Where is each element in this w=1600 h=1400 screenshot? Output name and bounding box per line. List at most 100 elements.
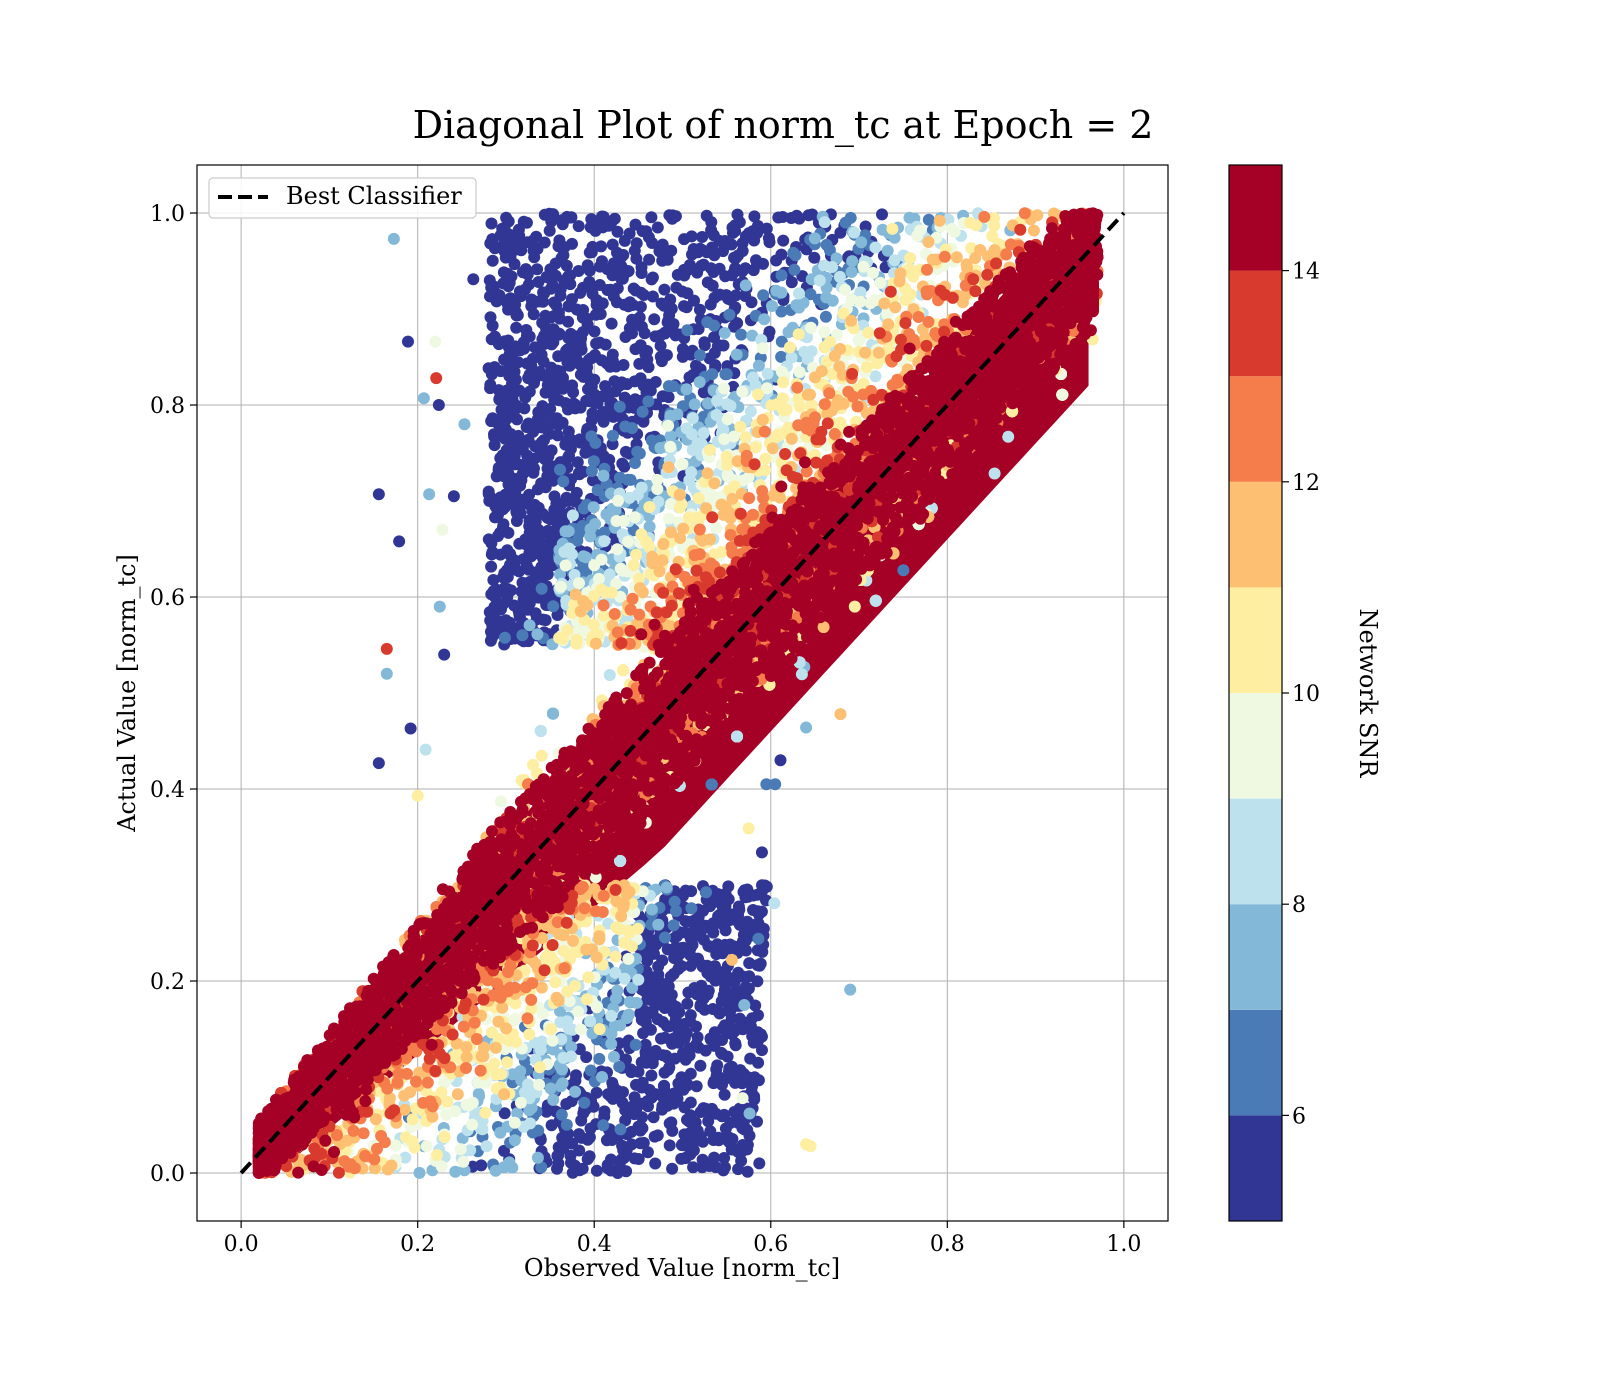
- scatter-point: [646, 557, 659, 570]
- scatter-point: [502, 467, 515, 480]
- scatter-point: [646, 1089, 659, 1102]
- scatter-point: [593, 1052, 606, 1065]
- scatter-point: [739, 431, 752, 444]
- scatter-point: [582, 971, 595, 984]
- scatter-point: [663, 309, 676, 322]
- scatter-point: [658, 283, 671, 296]
- scatter-point: [559, 397, 572, 410]
- scatter-point: [590, 337, 603, 350]
- scatter-point: [911, 229, 924, 242]
- scatter-point: [540, 526, 553, 539]
- scatter-point: [438, 1131, 451, 1144]
- scatter-point: [511, 413, 523, 426]
- scatter-point: [574, 1023, 587, 1036]
- scatter-point: [813, 274, 826, 287]
- scatter-point: [590, 1164, 603, 1177]
- scatter-point: [722, 1131, 735, 1144]
- scatter-point: [587, 455, 600, 468]
- scatter-point: [904, 252, 917, 265]
- scatter-point: [581, 259, 594, 272]
- scatter-point: [504, 1034, 517, 1047]
- scatter-point: [594, 308, 607, 320]
- scatter-point: [454, 1143, 467, 1156]
- scatter-point: [670, 1006, 683, 1019]
- scatter-point: [826, 294, 839, 307]
- scatter-point: [413, 1166, 426, 1179]
- scatter-point: [697, 427, 710, 439]
- scatter-point: [736, 245, 749, 257]
- scatter-point: [693, 437, 706, 450]
- scatter-point: [664, 293, 677, 306]
- scatter-point: [571, 337, 583, 350]
- scatter-point: [649, 1157, 662, 1170]
- scatter-point: [540, 330, 553, 343]
- scatter-point: [948, 225, 961, 238]
- scatter-point: [599, 380, 612, 393]
- scatter-point: [718, 327, 731, 339]
- scatter-point: [846, 255, 859, 268]
- scatter-point: [818, 341, 831, 354]
- scatter-point: [510, 243, 523, 256]
- scatter-point: [718, 235, 731, 247]
- scatter-point: [631, 488, 644, 501]
- scatter-point: [420, 1140, 433, 1153]
- scatter-point: [510, 306, 523, 319]
- scatter-point: [617, 664, 630, 677]
- scatter-point: [677, 941, 690, 954]
- scatter-point: [795, 668, 808, 681]
- scatter-point: [706, 368, 719, 381]
- scatter-point: [495, 1068, 508, 1081]
- scatter-point: [510, 399, 523, 412]
- scatter-point: [731, 208, 744, 221]
- scatter-point: [749, 441, 762, 454]
- scatter-point: [681, 1078, 694, 1091]
- scatter-point: [818, 216, 831, 229]
- scatter-point: [852, 334, 865, 347]
- scatter-point: [622, 1105, 634, 1118]
- scatter-point: [486, 254, 499, 267]
- scatter-point: [694, 1059, 707, 1072]
- scatter-point: [748, 1090, 761, 1103]
- scatter-point: [582, 371, 594, 383]
- scatter-point: [482, 533, 495, 546]
- scatter-point: [514, 1096, 527, 1109]
- scatter-point: [578, 1096, 591, 1109]
- scatter-point: [933, 214, 946, 227]
- scatter-point: [508, 1134, 521, 1147]
- scatter-point: [657, 538, 670, 550]
- scatter-point: [549, 976, 562, 989]
- scatter-point: [406, 1113, 419, 1126]
- scatter-point: [872, 346, 885, 359]
- scatter-point: [569, 1085, 582, 1098]
- scatter-point: [519, 1086, 531, 1099]
- scatter-point: [688, 398, 701, 411]
- scatter-point: [577, 550, 590, 563]
- scatter-point: [606, 438, 619, 451]
- scatter-point: [876, 208, 888, 221]
- scatter-point: [704, 1032, 717, 1045]
- scatter-point: [525, 293, 538, 306]
- scatter-point: [736, 385, 749, 398]
- scatter-point: [662, 512, 675, 525]
- scatter-point: [666, 1162, 679, 1175]
- scatter-point: [489, 1164, 502, 1177]
- scatter-point: [694, 1106, 707, 1118]
- scatter-point: [597, 609, 610, 622]
- scatter-point: [533, 450, 546, 463]
- scatter-point: [643, 501, 656, 513]
- scatter-point: [583, 1150, 596, 1163]
- scatter-point: [670, 905, 682, 917]
- scatter-point: [711, 289, 724, 302]
- scatter-point: [623, 227, 636, 240]
- scatter-point: [741, 1138, 754, 1151]
- scatter-point: [586, 351, 599, 364]
- scatter-point: [643, 253, 656, 266]
- scatter-point: [711, 1059, 724, 1072]
- scatter-point: [922, 236, 935, 248]
- scatter-point: [628, 1152, 641, 1165]
- scatter-point: [605, 1087, 618, 1100]
- scatter-point: [505, 361, 518, 373]
- scatter-point: [893, 275, 906, 288]
- scatter-point: [486, 319, 499, 332]
- scatter-point: [792, 328, 805, 341]
